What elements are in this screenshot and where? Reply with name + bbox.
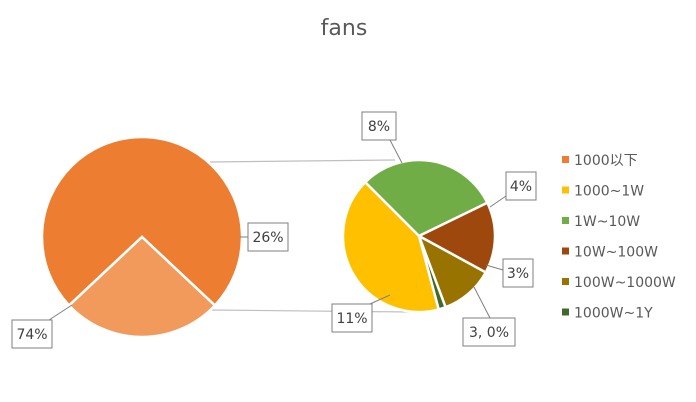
data-label-3-0: 3, 0% <box>462 286 516 347</box>
legend-swatch <box>562 156 569 163</box>
data-label-main-26: 26% <box>240 222 289 252</box>
pie-slice <box>341 180 441 314</box>
legend-label: 1000以下 <box>574 153 638 169</box>
legend: 1000以下 1000~1W 1W~10W 10W~100W 100W~1000W 100… <box>562 153 676 322</box>
connector-line-bottom <box>209 309 411 313</box>
data-label-text: 4% <box>510 179 532 195</box>
data-label-text: 8% <box>368 119 390 135</box>
data-label-text: 74% <box>16 327 47 343</box>
data-label-8: 8% <box>361 111 403 164</box>
main-pie <box>40 135 244 339</box>
data-label-text: 3% <box>507 266 529 282</box>
legend-swatch <box>562 278 569 285</box>
data-label-text: 3, 0% <box>469 325 509 341</box>
legend-label: 1W~10W <box>574 214 640 230</box>
legend-label: 1000~1W <box>574 184 644 200</box>
chart-title: fans <box>321 16 368 41</box>
legend-swatch <box>562 217 569 224</box>
legend-swatch <box>562 186 569 194</box>
legend-label: 100W~1000W <box>574 275 676 291</box>
legend-swatch <box>562 308 569 316</box>
pie-slice <box>40 135 244 308</box>
data-label-3: 3% <box>485 258 534 288</box>
connector-line-top <box>209 159 396 163</box>
data-label-text: 11% <box>336 311 367 327</box>
data-label-main-74: 74% <box>11 304 73 349</box>
data-label-4: 4% <box>489 171 537 208</box>
legend-label: 1000W~1Y <box>574 306 653 322</box>
pie-slice <box>67 235 217 339</box>
pie-slice <box>416 201 497 275</box>
data-label-11: 11% <box>331 294 391 333</box>
data-label-text: 26% <box>252 230 283 246</box>
secondary-pie <box>341 158 497 314</box>
legend-label: 10W~100W <box>574 245 658 261</box>
legend-swatch <box>562 247 569 255</box>
